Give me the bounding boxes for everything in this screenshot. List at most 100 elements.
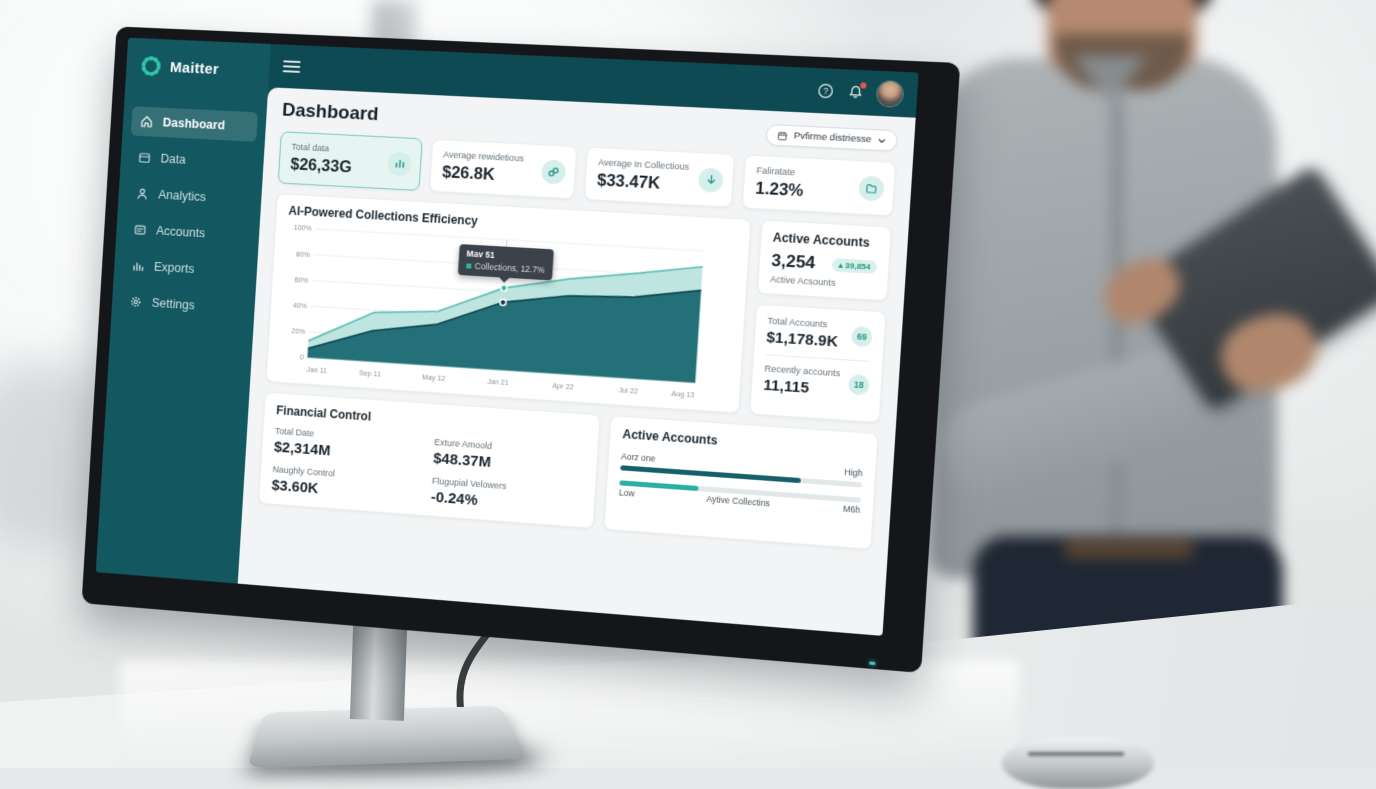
collections-chart-card: AI-Powered Collections Efficiency 0 20% 40… — [266, 193, 752, 413]
active-accounts-card: Active Accounts 3,254 ▴ 39,854 Active Ac… — [757, 219, 892, 301]
active-accounts-sublabel: Active Acsounts — [770, 274, 876, 290]
progress-bar-block: Low Aytive Collectins M6h — [619, 480, 861, 515]
stat-card-average-resolutions[interactable]: Average rewidetious $26.8K — [429, 139, 577, 199]
sidebar-item-dashboard[interactable]: Dashboard — [131, 106, 258, 142]
bar-chart-icon — [131, 259, 145, 273]
growth-badge-value: 39,854 — [845, 260, 871, 271]
stat-card-failrate[interactable]: Faliratate 1.23% — [742, 154, 896, 216]
chart-y-tick-label: 80% — [296, 251, 311, 259]
sidebar-item-label: Analytics — [158, 188, 206, 204]
computer-mouse — [1002, 737, 1154, 789]
recent-accounts-label: Recently accounts — [764, 363, 840, 378]
page-title: Dashboard — [282, 100, 379, 126]
sidebar-item-data[interactable]: Data — [129, 142, 256, 178]
chart-x-label: Jan 21 — [487, 379, 509, 388]
period-filter-label: Pvfirme distriesse — [793, 130, 871, 145]
svg-text:?: ? — [823, 86, 829, 97]
content-sheet: Dashboard Pvfirme distriesse Total data … — [238, 87, 916, 636]
dashboard-screen: Maitter Dashboard Data Analytics Accoun — [96, 38, 919, 636]
main-area: ? Dashboard Pvfirme distriesse — [238, 44, 919, 636]
active-accounts-progress-card: Active Accounts Aorz one High — [603, 415, 878, 550]
brand-logo-icon — [139, 54, 163, 78]
total-accounts-value: $1,178.9K — [766, 329, 838, 351]
user-avatar[interactable] — [877, 81, 904, 107]
stat-card-average-in-collections[interactable]: Average In Collectious $33.47K — [584, 147, 735, 208]
calendar-icon — [777, 130, 788, 141]
chart-area[interactable]: 0 20% 40% 60% 80% 100% Jan 11 Sep 11 May 12 Jan 2… — [278, 221, 736, 406]
person-belt — [1065, 540, 1193, 558]
bar-label-right: M6h — [843, 504, 861, 515]
financial-metric: Exture Amoold $48.37M — [433, 437, 586, 478]
tooltip-series-swatch — [466, 263, 471, 268]
bar-label-left: Aorz one — [621, 451, 656, 463]
chart-y-tick-label: 100% — [294, 225, 313, 233]
financial-control-card: Financial Control Total Date $2,314M Ext… — [258, 392, 601, 529]
brand-logo-row: Maitter — [125, 49, 270, 97]
sidebar-item-label: Exports — [154, 260, 195, 276]
financial-metric: Total Date $2,314M — [274, 426, 423, 466]
shirt-placket — [1111, 100, 1123, 570]
sidebar-item-analytics[interactable]: Analytics — [126, 178, 253, 214]
chart-dot-collections-lower — [500, 299, 506, 305]
sidebar-nav: Dashboard Data Analytics Accounts Export… — [111, 106, 266, 324]
sidebar-item-exports[interactable]: Exports — [122, 250, 249, 287]
mouse-seam — [1028, 752, 1124, 756]
chart-x-label: Apr 22 — [552, 383, 574, 392]
sidebar-item-label: Data — [160, 152, 186, 167]
sidebar-item-accounts[interactable]: Accounts — [124, 214, 251, 250]
up-triangle-icon: ▴ — [838, 260, 843, 269]
chart-y-tick-label: 40% — [293, 302, 308, 310]
gear-icon — [129, 295, 143, 309]
right-column: Active Accounts 3,254 ▴ 39,854 Active Ac… — [749, 219, 892, 423]
data-icon — [138, 151, 152, 165]
active-accounts-value-row: 3,254 ▴ 39,854 — [771, 251, 878, 277]
recent-accounts-badge: 18 — [848, 374, 870, 396]
sidebar-item-label: Settings — [151, 296, 195, 312]
chart-dot-collections-upper — [501, 285, 507, 291]
chart-y-tick-label: 20% — [291, 328, 306, 336]
tooltip-row: Collections, 12.7% — [466, 261, 545, 276]
help-button[interactable]: ? — [817, 82, 835, 99]
total-accounts-badge: 69 — [851, 326, 873, 348]
middle-row: AI-Powered Collections Efficiency 0 20% 40… — [266, 193, 892, 423]
menu-toggle-button[interactable] — [282, 57, 300, 76]
notification-dot — [860, 82, 867, 88]
chart-x-label: Jan 11 — [306, 367, 327, 375]
chart-x-label: Aug 13 — [671, 391, 695, 400]
recent-accounts-value: 11,115 — [763, 377, 840, 399]
brand-name: Maitter — [169, 59, 219, 78]
financial-metric: Naughly Control $3.60K — [271, 464, 420, 504]
power-led — [869, 661, 875, 665]
chart-tooltip: Mav 51 Collections, 12.7% — [457, 244, 554, 280]
chart-x-label: May 12 — [422, 374, 446, 383]
total-accounts-row: Total Accounts $1,178.9K 69 — [765, 308, 873, 361]
chevron-down-icon — [877, 136, 886, 145]
bar-label-right: High — [844, 467, 863, 478]
card-icon — [133, 223, 147, 237]
sidebar-item-label: Accounts — [156, 224, 206, 240]
totals-card: Total Accounts $1,178.9K 69 Recently acc… — [749, 304, 886, 423]
bar-label-left: Low — [619, 487, 635, 498]
sidebar-item-label: Dashboard — [162, 116, 225, 133]
financial-metrics-grid: Total Date $2,314M Exture Amoold $48.37M… — [271, 426, 585, 517]
active-accounts-title: Active Accounts — [772, 230, 878, 250]
monitor: Maitter Dashboard Data Analytics Accoun — [82, 26, 961, 673]
chart-y-tick-label: 60% — [294, 277, 309, 285]
tooltip-label: Collections, 12.7% — [474, 261, 544, 275]
person-icon — [135, 187, 149, 201]
chart-x-label: Sep 11 — [359, 370, 381, 378]
stat-card-total-data[interactable]: Total data $26,33G — [278, 131, 423, 191]
home-icon — [140, 114, 154, 128]
chart-y-tick-label: 0 — [300, 354, 304, 361]
period-filter-button[interactable]: Pvfirme distriesse — [765, 124, 898, 152]
total-accounts-label: Total Accounts — [767, 316, 839, 331]
sidebar-item-settings[interactable]: Settings — [120, 286, 247, 323]
notifications-button[interactable] — [847, 84, 865, 101]
growth-badge: ▴ 39,854 — [832, 258, 877, 274]
active-accounts-value: 3,254 — [771, 251, 816, 274]
topbar-actions: ? — [817, 78, 904, 106]
financial-metric: Flugupial Velowers -0.24% — [430, 476, 583, 517]
help-icon: ? — [817, 82, 835, 99]
chart-x-label: Jul 22 — [618, 387, 638, 395]
recent-accounts-row: Recently accounts 11,115 18 — [762, 354, 870, 409]
